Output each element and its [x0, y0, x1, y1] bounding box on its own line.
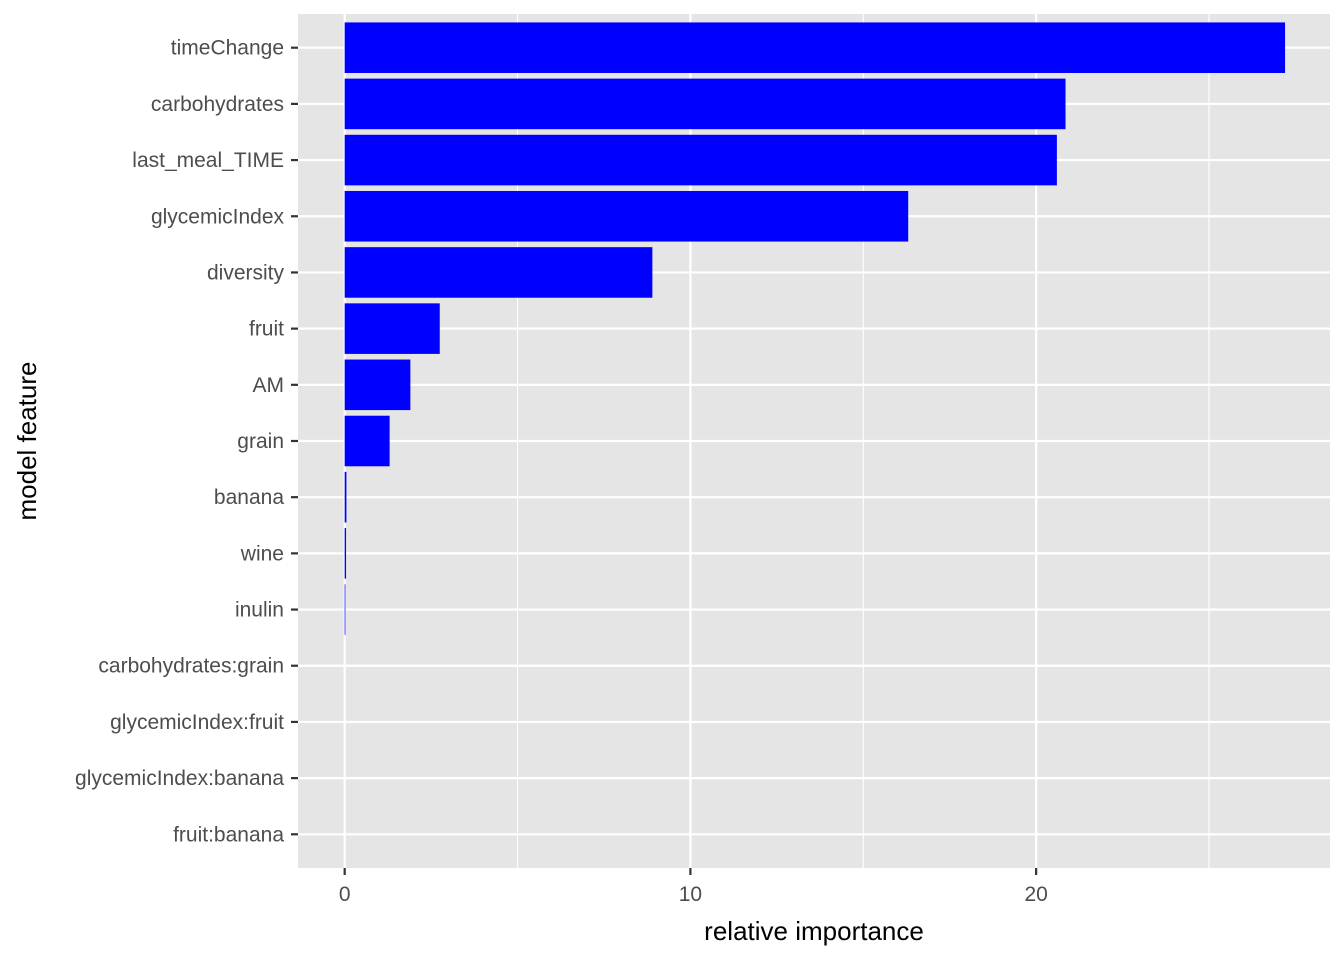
y-axis: timeChange carbohydrates last_meal_TIMEgly…	[75, 37, 298, 846]
bar	[344, 303, 440, 354]
bar	[344, 78, 1066, 130]
y-axis-title: model feature	[12, 362, 42, 521]
y-tick-label: diversity	[207, 261, 285, 284]
bars	[344, 22, 1286, 635]
y-tick-label: inulin	[235, 599, 284, 622]
x-tick-label: 20	[1024, 883, 1047, 906]
bar	[344, 134, 1057, 186]
y-tick-label: glycemicIndex	[151, 205, 285, 228]
bar	[344, 190, 909, 242]
bar	[344, 22, 1286, 73]
y-tick-label: AM	[253, 374, 285, 397]
bar	[344, 247, 653, 298]
y-tick-label: carbohydrates:grain	[98, 655, 284, 678]
y-tick-label: carbohydrates	[151, 93, 284, 116]
bar	[344, 471, 347, 523]
y-tick-label: grain	[237, 430, 284, 453]
bar	[344, 528, 347, 579]
y-tick-label: last_meal_TIME	[132, 149, 284, 172]
bar	[344, 415, 390, 467]
y-tick-label: glycemicIndex:banana	[75, 767, 284, 790]
x-axis: 0 10 20	[339, 868, 1048, 906]
y-tick-label: fruit	[249, 318, 284, 341]
bar	[344, 359, 411, 411]
bar	[344, 584, 346, 635]
x-tick-label: 0	[339, 883, 351, 906]
y-tick-label: wine	[240, 542, 284, 565]
y-tick-label: timeChange	[171, 37, 284, 60]
y-tick-label: glycemicIndex:fruit	[110, 711, 284, 734]
y-tick-label: banana	[214, 486, 284, 509]
x-tick-label: 10	[679, 883, 702, 906]
y-tick-label: fruit:banana	[173, 823, 284, 846]
x-axis-title: relative importance	[704, 916, 924, 946]
